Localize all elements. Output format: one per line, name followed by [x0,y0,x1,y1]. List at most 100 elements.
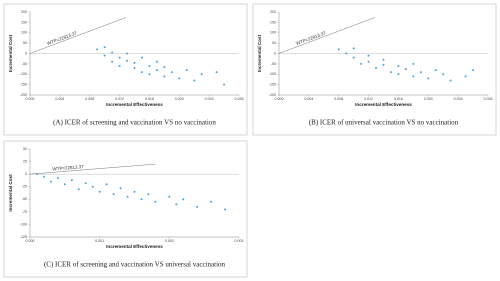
point [196,205,199,208]
point [118,56,121,59]
x-tick-label: 0.008 [334,97,343,101]
y-tick-label: -50 [271,62,276,66]
y-axis-title: Incremental Cost [8,174,13,212]
point [77,188,80,191]
x-tick-label: 0.004 [304,97,313,101]
x-tick-label: 0.000 [26,239,35,243]
point [35,173,38,176]
y-tick-label: 50 [23,147,27,151]
y-tick-label: 50 [272,41,276,45]
point [96,48,99,51]
x-tick-label: 0.012 [364,97,373,101]
y-tick-label: 100 [21,31,27,35]
point [91,185,94,188]
point [105,183,108,186]
point [419,71,422,74]
panel-border [252,3,497,136]
point [163,75,166,78]
point [126,59,129,62]
caption: (C) ICER of screening and vaccination VS… [44,261,226,269]
x-tick-label: 0.000 [275,97,284,101]
y-tick-label: 0 [25,172,27,176]
point [178,77,181,80]
point [56,177,59,180]
x-tick-label: 0.000 [26,97,35,101]
x-tick-label: 0.008 [85,97,94,101]
point [63,183,66,186]
point [224,208,227,211]
wtp-annotation: WTP=22813.37 [52,164,84,172]
point [175,203,178,206]
point [427,77,430,80]
point [345,52,348,55]
point [148,73,151,76]
x-tick-label: 0.001 [95,239,104,243]
y-tick-label: 25 [23,160,27,164]
x-tick-label: 0.003 [235,239,244,243]
point [155,60,158,63]
y-tick-label: -125 [20,235,27,239]
x-tick-label: 0.024 [454,97,463,101]
x-tick-label: 0.028 [484,97,493,101]
y-tick-label: 0 [274,51,276,55]
point [210,200,213,203]
point [154,200,157,203]
point [434,69,437,72]
point [185,69,188,72]
y-tick-label: 50 [23,41,27,45]
x-tick-label: 0.016 [145,97,154,101]
point [103,54,106,57]
x-tick-label: 0.002 [165,239,174,243]
point [449,79,452,82]
y-tick-label: 200 [270,10,276,14]
y-tick-label: -100 [269,72,276,76]
point [42,175,45,178]
y-axis-title: Incremental Cost [257,34,262,72]
point [412,75,415,78]
point [140,198,143,201]
point [382,58,385,61]
point [223,83,226,86]
point [98,190,101,193]
y-tick-label: -25 [22,185,27,189]
point [360,62,363,65]
point [84,182,87,185]
point [163,65,166,68]
y-tick-label: 150 [270,20,276,24]
point [170,71,173,74]
wtp-line [29,17,127,54]
point [193,79,196,82]
point [397,73,400,76]
point [442,73,445,76]
point [111,51,114,54]
point [126,52,129,55]
point [352,56,355,59]
point [464,75,467,78]
point [140,56,143,59]
x-axis-title: Incremental Effectiveness [106,102,163,107]
y-tick-label: 150 [21,20,27,24]
point [133,61,136,64]
point [200,73,203,76]
y-tick-label: -150 [269,83,276,87]
point [397,64,400,67]
point [215,71,218,74]
panel-border [3,3,248,136]
x-axis-title: Incremental Effectiveness [355,102,412,107]
y-axis-title: Incremental Cost [8,34,13,72]
x-tick-label: 0.028 [235,97,244,101]
x-axis-title: Incremental Effectiveness [106,244,163,249]
y-tick-label: -200 [20,93,27,97]
point [367,60,370,63]
point [111,60,114,63]
x-tick-label: 0.012 [115,97,124,101]
point [412,62,415,65]
point [389,71,392,74]
y-tick-label: 200 [21,10,27,14]
point [352,47,355,50]
y-tick-label: -75 [22,210,27,214]
point [126,195,129,198]
